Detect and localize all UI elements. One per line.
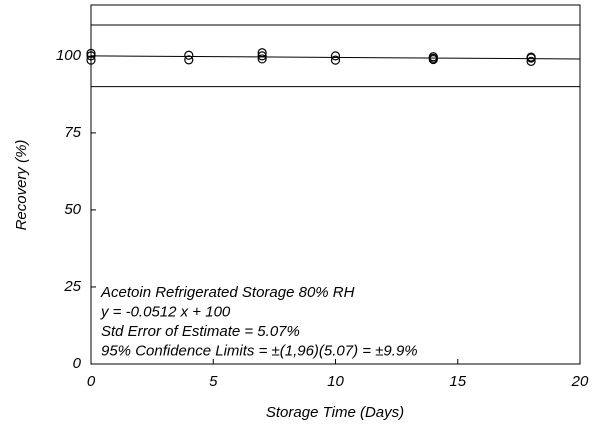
data-point (330, 51, 341, 61)
x-tick-label: 5 (209, 373, 218, 390)
data-point (184, 55, 194, 65)
x-axis-label: Storage Time (Days) (266, 404, 404, 421)
data-point (184, 50, 194, 60)
annotation: Acetoin Refrigerated Storage 80% RH (100, 284, 355, 301)
data-point (526, 52, 536, 62)
data-point (257, 54, 267, 64)
x-tick-label: 0 (87, 373, 96, 390)
annotation: Std Error of Estimate = 5.07% (101, 323, 300, 340)
data-point (86, 48, 96, 58)
data-point (428, 53, 438, 63)
fit-line (90, 55, 581, 60)
annotation: 95% Confidence Limits = ±(1,96)(5.07) = … (101, 342, 418, 359)
data-point (86, 51, 96, 61)
data-point (526, 56, 536, 66)
x-tick-label: 20 (571, 373, 589, 390)
y-tick-label: 100 (56, 47, 82, 64)
data-point (86, 55, 96, 65)
data-point (330, 55, 341, 65)
y-tick-label: 75 (64, 124, 81, 141)
x-tick-label: 10 (327, 373, 344, 390)
data-point (257, 51, 267, 61)
x-tick-label: 15 (449, 373, 466, 390)
y-axis-label: Recovery (%) (13, 140, 30, 231)
y-tick-label: 25 (63, 278, 81, 295)
y-tick-label: 0 (73, 355, 82, 372)
data-point (257, 48, 267, 58)
annotation: y = -0.0512 x + 100 (100, 303, 231, 320)
y-tick-label: 50 (64, 201, 81, 218)
